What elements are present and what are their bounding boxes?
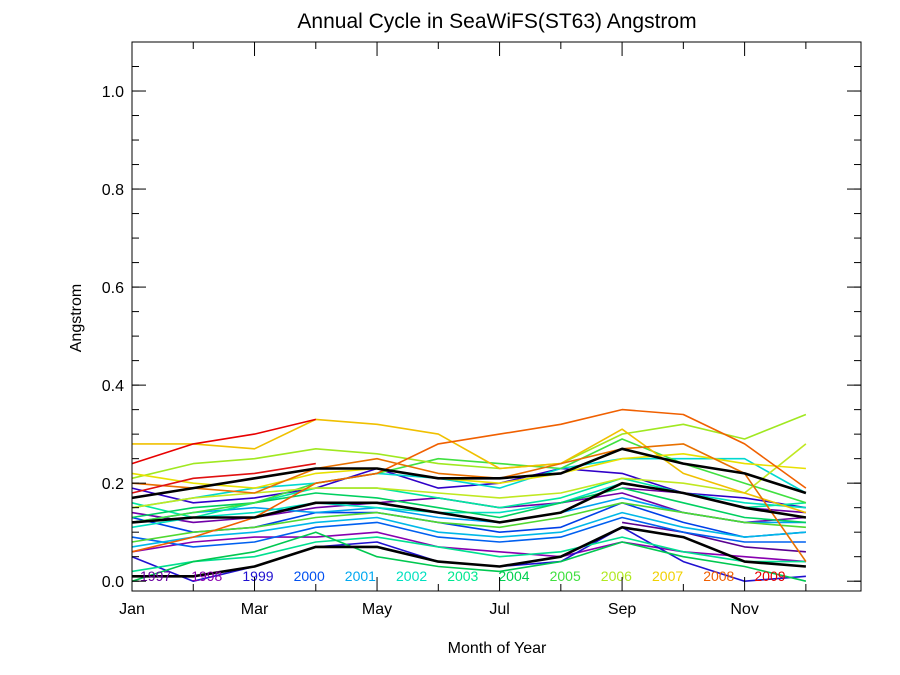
series-line-2001 xyxy=(131,511,806,548)
y-tick-label: 0.8 xyxy=(102,182,124,199)
series-line-mean-26 xyxy=(131,447,807,500)
x-tick-label: Nov xyxy=(730,601,758,618)
series-line-2000 xyxy=(131,516,806,548)
y-axis-label: Angstrom xyxy=(68,284,85,352)
y-tick-label: 0.0 xyxy=(102,574,124,591)
legend-label-2000: 2000 xyxy=(294,568,325,584)
series-line-2007 xyxy=(131,453,806,489)
series-line-2009 xyxy=(131,462,316,494)
y-tick-label: 0.6 xyxy=(102,280,124,297)
legend-label-2002: 2002 xyxy=(396,568,427,584)
series-line-2006 xyxy=(131,443,807,509)
series-line-2009 xyxy=(131,418,316,465)
series-line-2004 xyxy=(131,531,807,582)
series-line-2007 xyxy=(132,418,807,514)
legend-label-2006: 2006 xyxy=(601,568,632,584)
series-line-2006 xyxy=(131,413,807,480)
plot-frame xyxy=(131,41,862,592)
series-line-1999 xyxy=(131,467,807,509)
x-axis-label: Month of Year xyxy=(448,640,547,657)
series-line-2004 xyxy=(131,487,806,524)
chart-title: Annual Cycle in SeaWiFS(ST63) Angstrom xyxy=(297,10,696,33)
x-tick-label: Mar xyxy=(241,601,269,618)
legend-label-2008: 2008 xyxy=(703,568,734,584)
legend-label-2003: 2003 xyxy=(447,568,478,584)
series-line-2003 xyxy=(131,536,806,573)
legend-label-2001: 2001 xyxy=(345,568,376,584)
series-line-2002 xyxy=(131,457,807,509)
series-layer xyxy=(131,408,807,582)
series-line-2008 xyxy=(131,443,807,563)
axes: 0.0 0.2 0.4 0.6 0.8 1.0 Jan Mar May Jul Sep Nov xyxy=(102,41,862,618)
y-tick-label: 0.2 xyxy=(102,476,124,493)
legend-label-1997: 1997 xyxy=(140,568,171,584)
legend-label-2009: 2009 xyxy=(754,568,785,584)
y-tick-label: 1.0 xyxy=(102,84,124,101)
series-line-1997 xyxy=(621,521,806,553)
x-tick-label: Jan xyxy=(119,601,145,618)
series-line-mean-27 xyxy=(131,481,807,524)
legend-label-2005: 2005 xyxy=(550,568,581,584)
legend: 1997 1998 1999 2000 2001 2002 2003 2004 2005 2006… xyxy=(140,568,786,584)
legend-label-2004: 2004 xyxy=(498,568,529,584)
x-tick-label: Jul xyxy=(489,601,509,618)
series-line-2008 xyxy=(131,408,807,553)
y-tick-label: 0.4 xyxy=(102,378,124,395)
series-line-2005 xyxy=(131,438,807,524)
x-tick-label: Sep xyxy=(608,601,637,618)
series-line-1998 xyxy=(131,531,806,563)
series-line-2005 xyxy=(131,502,806,543)
legend-label-2007: 2007 xyxy=(652,568,683,584)
legend-label-1999: 1999 xyxy=(242,568,273,584)
series-line-mean-28 xyxy=(132,526,807,578)
legend-label-1998: 1998 xyxy=(191,568,222,584)
x-tick-label: May xyxy=(362,601,392,618)
